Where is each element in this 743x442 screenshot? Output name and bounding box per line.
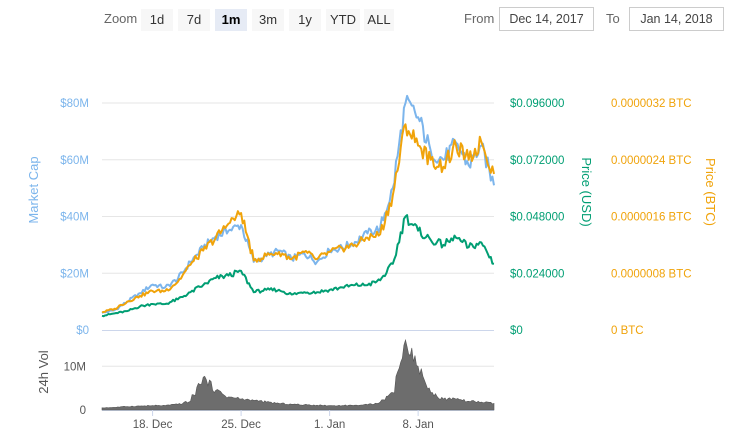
volume-tick-label: 0	[80, 405, 86, 417]
zoom-button-1d[interactable]: 1d	[141, 9, 173, 31]
price-btc-tick-label: 0.0000016 BTC	[611, 212, 692, 224]
x-tick-label: 25. Dec	[221, 419, 261, 431]
market-cap-tick-label: $40M	[60, 212, 89, 224]
volume-area	[101, 338, 495, 411]
zoom-button-ytd[interactable]: YTD	[326, 9, 360, 31]
zoom-button-1y[interactable]: 1y	[289, 9, 321, 31]
zoom-button-all[interactable]: ALL	[364, 9, 394, 31]
price-usd-tick-label: $0.072000	[510, 155, 564, 167]
price-btc-tick-label: 0.0000024 BTC	[611, 155, 692, 167]
to-date-input[interactable]	[629, 7, 724, 31]
market-cap-tick-label: $20M	[60, 268, 89, 280]
market-cap-tick-label: $60M	[60, 155, 89, 167]
price-btc-tick-label: 0 BTC	[611, 325, 644, 337]
x-tick-label: 8. Jan	[402, 419, 433, 431]
price-usd-tick-label: $0	[510, 325, 523, 337]
market-cap-series-line	[101, 94, 495, 314]
price-btc-axis-title: Price (BTC)	[703, 158, 718, 226]
volume-axis-title: 24h Vol	[36, 350, 51, 393]
price-usd-axis-title: Price (USD)	[579, 157, 594, 226]
from-date-input[interactable]	[499, 7, 594, 31]
volume-tick-label: 10M	[64, 361, 86, 373]
price-btc-tick-label: 0.0000008 BTC	[611, 268, 692, 280]
to-label: To	[606, 11, 620, 26]
x-tick-label: 18. Dec	[133, 419, 173, 431]
x-tick-label: 1. Jan	[314, 419, 345, 431]
price-usd-tick-label: $0.048000	[510, 212, 564, 224]
zoom-label: Zoom	[104, 11, 138, 26]
zoom-button-1m[interactable]: 1m	[215, 9, 247, 31]
zoom-button-3m[interactable]: 3m	[252, 9, 284, 31]
zoom-button-7d[interactable]: 7d	[178, 9, 210, 31]
from-label: From	[464, 11, 495, 26]
price-usd-series-line	[101, 214, 495, 318]
price-btc-series-line	[101, 123, 495, 314]
price-usd-tick-label: $0.096000	[510, 98, 564, 110]
market-cap-axis-title: Market Cap	[26, 156, 41, 223]
market-cap-tick-label: $0	[76, 325, 89, 337]
market-cap-tick-label: $80M	[60, 98, 89, 110]
price-btc-tick-label: 0.0000032 BTC	[611, 98, 692, 110]
price-usd-tick-label: $0.024000	[510, 268, 564, 280]
